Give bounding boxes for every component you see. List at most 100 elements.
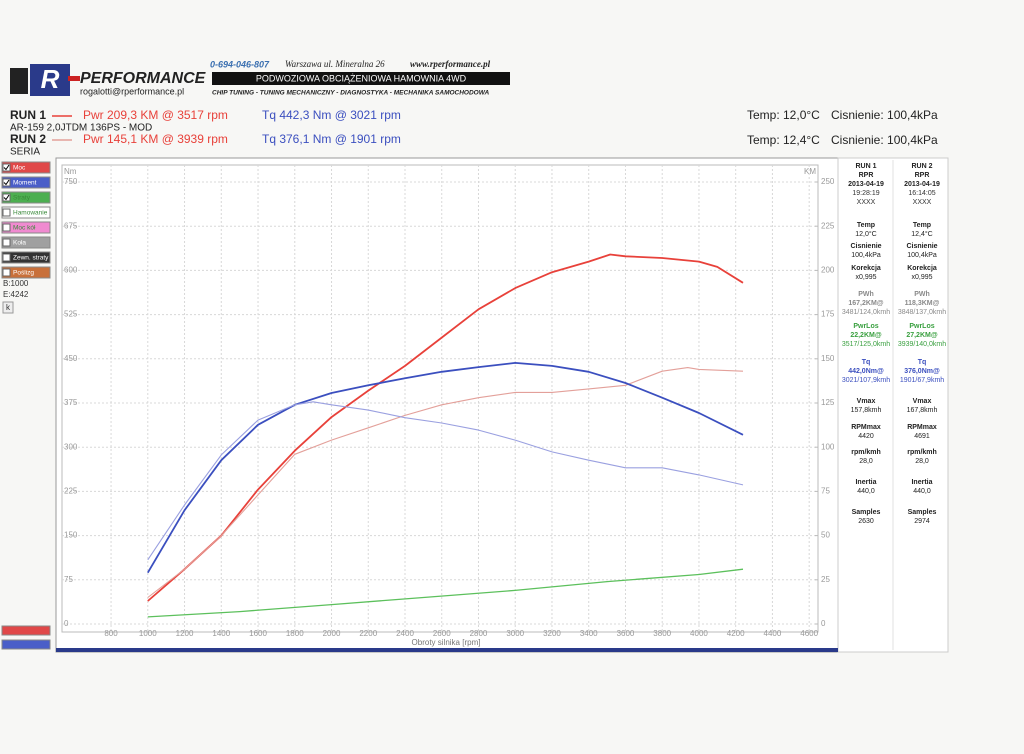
run-pressure: Cisnienie: 100,4kPa [831,108,938,122]
y2-tick-label: 0 [821,619,826,628]
website: www.rperformance.pl [410,59,491,69]
y2-tick-label: 25 [821,575,830,584]
legend-checkbox[interactable] [2,193,11,202]
y2-tick-label: 75 [821,487,830,496]
side-label: Vmax [913,398,932,405]
legend-swatch[interactable] [1,176,51,189]
legend-label[interactable]: Koła [13,240,26,247]
side-label: rpm/kmh [851,449,881,456]
banner-bg [212,72,510,85]
side-value: 157,8kmh [851,407,882,414]
bottom-checkbox[interactable] [1,639,51,650]
side-value: 440,0 [913,488,931,495]
side-label: Tq [918,359,927,366]
side-header: XXXX [857,199,876,206]
x-tick-label: 1000 [139,629,157,638]
legend-label[interactable]: Moc kół [13,225,36,232]
legend-label[interactable]: Hamowanie [13,210,48,217]
side-value: 2630 [858,518,874,525]
legend-label[interactable]: Moc [13,165,26,172]
legend-checkbox[interactable] [2,238,11,247]
y-tick-label: 225 [64,487,78,496]
side-label: Samples [852,509,881,516]
side-label: Temp [913,222,931,229]
legend-swatch[interactable] [1,161,51,174]
y2-tick-label: 125 [821,398,835,407]
legend-checkbox[interactable] [2,208,11,217]
side-header: RUN 1 [855,163,876,170]
data-line [147,253,744,602]
y2-tick-label: 250 [821,177,835,186]
logo: R [10,64,80,96]
x-tick-label: 2000 [323,629,341,638]
button-label[interactable]: k [6,303,11,312]
y-tick-label: 300 [64,442,78,451]
side-value: 4420 [858,433,874,440]
side-label: Tq [862,359,871,366]
side-value: 167,8kmh [907,407,938,414]
x-tick-label: 1600 [249,629,267,638]
run-power: Pwr 209,3 KM @ 3517 rpm [83,108,228,122]
x-tick-label: 1200 [176,629,194,638]
data-line [147,568,744,618]
legend-label[interactable]: Poślizg [13,270,34,277]
x-tick-label: 3800 [653,629,671,638]
legend-swatch[interactable] [1,236,51,249]
legend-swatch[interactable] [1,191,51,204]
x-tick-label: 3400 [580,629,598,638]
legend-label[interactable]: Straty [13,195,31,202]
side-label: PWh [858,291,874,298]
legend-swatch[interactable] [1,206,51,219]
run-car: AR-159 2,0JTDM 136PS - MOD [10,123,152,134]
y-tick-label: 600 [64,266,78,275]
side-value: 3481/124,0kmh [842,309,890,316]
legend-check [3,194,10,201]
run-pressure: Cisnienie: 100,4kPa [831,133,938,147]
x-tick-label: 2800 [470,629,488,638]
email: rogalotti@rperformance.pl [80,86,184,96]
x-tick-label: 4400 [764,629,782,638]
data-line [147,362,744,574]
side-label: Cisnienie [906,243,937,250]
legend-checkbox[interactable] [2,268,11,277]
legend-checkbox[interactable] [2,163,11,172]
y-tick-label: 75 [64,575,73,584]
x-tick-label: 2400 [396,629,414,638]
side-value: 167,2KM@ [848,300,883,307]
side-label: Cisnienie [850,243,881,250]
y2-tick-label: 175 [821,310,835,319]
legend-swatch[interactable] [1,251,51,264]
side-label: PWh [914,291,930,298]
legend-swatch[interactable] [1,221,51,234]
legend-checkbox[interactable] [2,253,11,262]
side-header: 19:28:19 [852,190,879,197]
legend-label[interactable]: Moment [13,180,37,187]
y-tick-label: 150 [64,531,78,540]
side-label: Korekcja [907,265,937,272]
side-value: x0,995 [911,274,932,281]
legend-checkbox[interactable] [2,223,11,232]
y-axis-label: Nm [64,167,77,176]
legend-checkbox[interactable] [2,178,11,187]
phone: 0-694-046-807 [210,59,270,69]
side-value: x0,995 [855,274,876,281]
legend-check [3,164,10,171]
data-line [147,367,744,598]
side-value: 118,3KM@ [905,300,940,307]
button[interactable] [2,301,14,314]
side-header: 2013-04-19 [904,181,940,188]
logo-box [30,64,70,96]
legend-swatch[interactable] [1,266,51,279]
y2-tick-label: 100 [821,442,835,451]
x-tick-label: 1400 [212,629,230,638]
banner: PODWOZIOWA OBCIĄŻENIOWA HAMOWNIA 4WD [256,73,467,83]
y-tick-label: 375 [64,398,78,407]
x-tick-label: 3600 [617,629,635,638]
y-tick-label: 0 [64,619,69,628]
y-tick-label: 750 [64,177,78,186]
y2-tick-label: 200 [821,266,835,275]
bottom-checkbox[interactable] [1,625,51,636]
range-info: B:1000 [3,279,29,288]
legend-label[interactable]: Zewn. straty [13,255,49,262]
